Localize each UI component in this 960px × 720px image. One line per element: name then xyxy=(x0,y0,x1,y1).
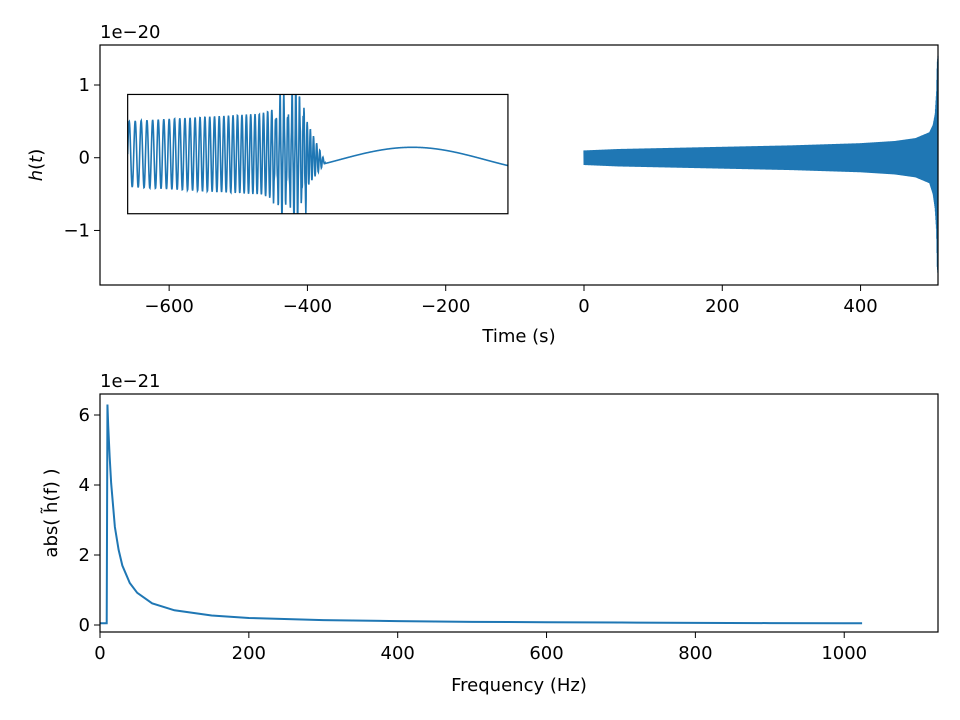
x-tick-label: 400 xyxy=(381,643,415,664)
y-tick-label: 0 xyxy=(79,615,90,636)
x-tick-label: 800 xyxy=(678,643,712,664)
frequency-domain-panel: 0 200 400 600 800 1000 0 2 4 6 1e−21 Frequency (… xyxy=(41,371,939,696)
frequency-domain-y-label: abs( h̃(f) ) xyxy=(41,468,62,557)
x-tick-label: −600 xyxy=(144,296,193,317)
time-domain-x-ticks: −600 −400 −200 0 200 400 xyxy=(144,285,878,317)
y-tick-label: 0 xyxy=(79,148,90,169)
frequency-domain-plot-area xyxy=(100,404,863,625)
time-domain-x-label: Time (s) xyxy=(481,326,555,347)
y-tick-label: 6 xyxy=(79,405,90,426)
frequency-domain-x-ticks: 0 200 400 600 800 1000 xyxy=(94,632,867,664)
frequency-domain-y-offset: 1e−21 xyxy=(100,371,161,392)
spectrum-line xyxy=(100,404,863,625)
x-tick-label: 200 xyxy=(705,296,739,317)
time-domain-panel: −600 −400 −200 0 200 400 −101 1e−20 Time (s) … xyxy=(26,22,939,347)
y-tick-label: 1 xyxy=(79,75,90,96)
waveform-line xyxy=(583,55,939,273)
time-domain-y-offset: 1e−20 xyxy=(100,22,161,43)
y-tick-label: −1 xyxy=(63,220,90,241)
frequency-domain-axes-frame xyxy=(99,393,939,633)
time-domain-axes-frame xyxy=(99,44,939,286)
inset-zoom xyxy=(127,93,509,215)
x-tick-label: 400 xyxy=(843,296,877,317)
time-domain-y-ticks: −1 0 1 xyxy=(63,75,100,241)
x-tick-label: −200 xyxy=(421,296,470,317)
inset-frame xyxy=(127,93,509,215)
time-domain-y-label: h(t) xyxy=(26,149,47,182)
inset-waveform-line xyxy=(127,94,508,214)
x-tick-label: 0 xyxy=(578,296,589,317)
frequency-domain-x-label: Frequency (Hz) xyxy=(451,675,587,696)
x-tick-label: 0 xyxy=(94,643,105,664)
x-tick-label: 600 xyxy=(529,643,563,664)
y-tick-label: 2 xyxy=(79,545,90,566)
y-tick-label: 4 xyxy=(79,475,90,496)
x-tick-label: 200 xyxy=(232,643,266,664)
time-domain-plot-area xyxy=(127,55,939,273)
frequency-domain-y-ticks: 0 2 4 6 xyxy=(79,405,100,636)
x-tick-label: 1000 xyxy=(821,643,867,664)
x-tick-label: −400 xyxy=(283,296,332,317)
